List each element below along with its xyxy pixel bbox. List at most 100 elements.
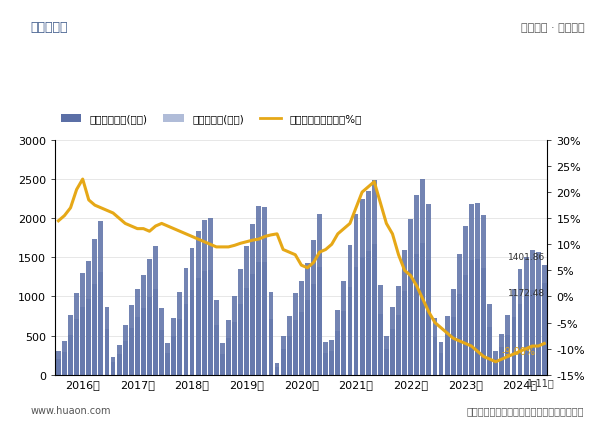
Bar	[530, 291, 534, 375]
房地产投资额增速（%）	[55, 219, 62, 224]
Bar	[311, 285, 316, 375]
Text: www.huaon.com: www.huaon.com	[31, 405, 111, 415]
Bar	[518, 269, 523, 375]
Bar	[293, 320, 298, 375]
Bar	[280, 336, 285, 375]
房地产投资额增速（%）	[456, 339, 463, 344]
Bar	[135, 290, 140, 375]
Bar	[451, 289, 456, 375]
Bar	[299, 312, 304, 375]
Bar	[105, 307, 109, 375]
Bar	[341, 312, 346, 375]
Bar	[408, 271, 413, 375]
Bar	[129, 305, 133, 375]
Bar	[123, 325, 128, 375]
Bar	[329, 351, 334, 375]
Bar	[56, 351, 61, 375]
Bar	[487, 305, 492, 375]
Bar	[506, 316, 510, 375]
Bar	[123, 341, 128, 375]
Bar	[153, 289, 158, 375]
Bar	[463, 275, 468, 375]
Text: 2016-2024年11月江西省房地产投资额及住宅投资额: 2016-2024年11月江西省房地产投资额及住宅投资额	[150, 81, 465, 98]
Bar	[475, 203, 480, 375]
Bar	[335, 331, 340, 375]
Bar	[159, 331, 164, 375]
Bar	[196, 279, 200, 375]
Bar	[457, 255, 462, 375]
房地产投资额增速（%）	[328, 242, 335, 247]
Bar	[341, 281, 346, 375]
房地产投资额增速（%）	[365, 185, 372, 190]
Bar	[512, 317, 517, 375]
Bar	[220, 354, 225, 375]
Bar	[275, 363, 279, 375]
Bar	[92, 240, 97, 375]
Bar	[196, 231, 200, 375]
Bar	[438, 353, 443, 375]
Bar	[421, 180, 425, 375]
Bar	[542, 265, 547, 375]
Bar	[481, 216, 486, 375]
Bar	[159, 308, 164, 375]
Bar	[457, 294, 462, 375]
Bar	[360, 257, 365, 375]
Bar	[287, 336, 292, 375]
Bar	[105, 330, 109, 375]
Bar	[415, 195, 419, 375]
Bar	[250, 274, 255, 375]
Bar	[530, 250, 534, 375]
Bar	[68, 335, 73, 375]
Bar	[92, 284, 97, 375]
Bar	[354, 215, 359, 375]
Bar	[512, 289, 517, 375]
Bar	[280, 349, 285, 375]
Bar	[214, 325, 219, 375]
Bar	[74, 320, 79, 375]
Bar	[317, 215, 322, 375]
Bar	[183, 269, 188, 375]
Bar	[208, 219, 213, 375]
Bar	[74, 293, 79, 375]
Bar	[172, 318, 177, 375]
Bar	[469, 204, 474, 375]
Bar	[214, 300, 219, 375]
Bar	[256, 262, 261, 375]
Bar	[469, 260, 474, 375]
Bar	[263, 263, 268, 375]
Bar	[396, 315, 401, 375]
Bar	[147, 297, 152, 375]
Bar	[463, 227, 468, 375]
Text: 专业严谨 · 客观科学: 专业严谨 · 客观科学	[521, 23, 584, 33]
Bar	[523, 258, 528, 375]
Bar	[366, 191, 371, 375]
Bar	[238, 304, 243, 375]
Bar	[378, 315, 383, 375]
Bar	[329, 340, 334, 375]
Legend: 房地产投资额(亿元), 住宅投资额(亿元), 房地产投资额增速（%）: 房地产投资额(亿元), 住宅投资额(亿元), 房地产投资额增速（%）	[60, 114, 362, 124]
Bar	[426, 204, 431, 375]
Bar	[232, 322, 237, 375]
Bar	[347, 245, 352, 375]
Bar	[117, 345, 122, 375]
Bar	[226, 338, 231, 375]
Bar	[220, 344, 225, 375]
Bar	[506, 335, 510, 375]
Bar	[335, 310, 340, 375]
房地产投资额增速（%）	[492, 359, 499, 364]
Bar	[518, 304, 523, 375]
Line: 房地产投资额增速（%）: 房地产投资额增速（%）	[58, 180, 544, 362]
Bar	[426, 260, 431, 375]
Bar	[226, 320, 231, 375]
Bar	[347, 288, 352, 375]
Bar	[536, 292, 541, 375]
Bar	[80, 307, 85, 375]
Bar	[250, 225, 255, 375]
Bar	[165, 344, 170, 375]
Bar	[117, 354, 122, 375]
Bar	[415, 255, 419, 375]
Bar	[238, 269, 243, 375]
Bar	[172, 337, 177, 375]
Bar	[165, 354, 170, 375]
Bar	[402, 250, 407, 375]
